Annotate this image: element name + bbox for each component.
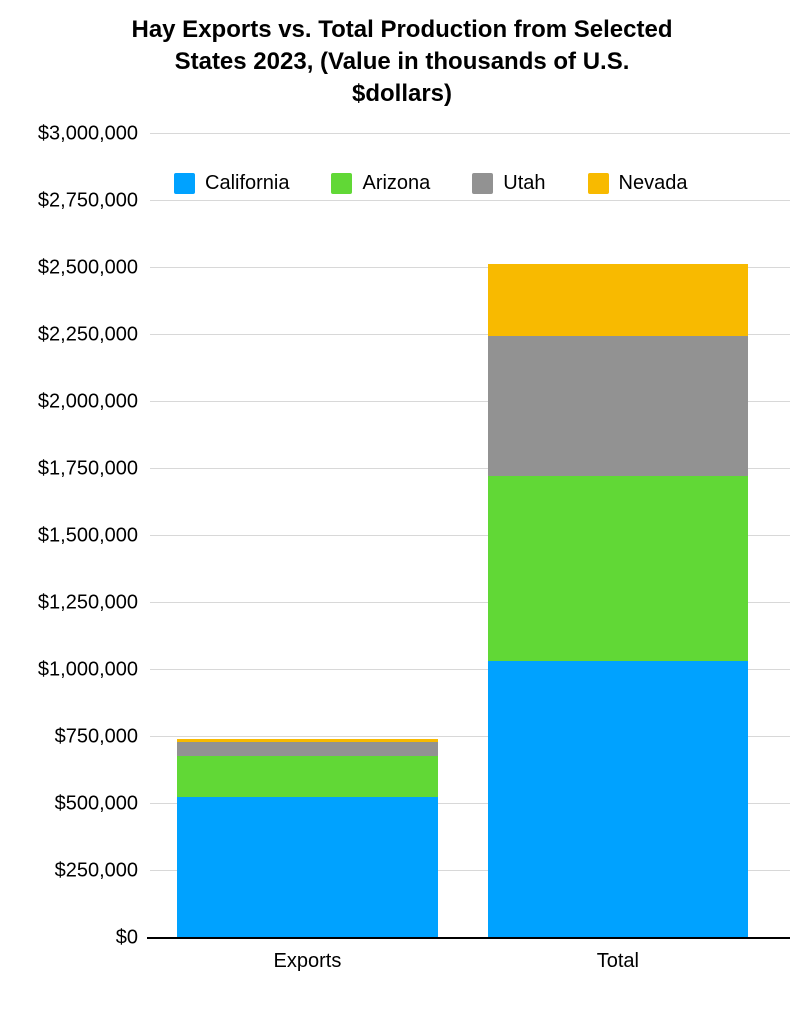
y-axis-tick-label: $1,000,000 bbox=[37, 658, 138, 681]
legend-item-california: California bbox=[174, 172, 289, 195]
legend-swatch-arizona bbox=[331, 173, 353, 194]
x-axis-labels: Exports Total bbox=[150, 950, 790, 980]
y-axis-tick-label: $1,250,000 bbox=[37, 591, 138, 614]
gridline bbox=[150, 870, 790, 872]
y-axis-tick-label: $1,750,000 bbox=[37, 457, 138, 480]
legend-label: Utah bbox=[503, 172, 546, 194]
y-axis-tick-label: $250,000 bbox=[54, 859, 138, 882]
chart-title-line: $dollars) bbox=[351, 79, 453, 107]
y-axis-tick-label: $2,250,000 bbox=[37, 323, 138, 346]
bar-segment-california bbox=[176, 797, 438, 938]
y-axis-tick-label: $500,000 bbox=[54, 792, 138, 815]
y-axis-tick-label: $750,000 bbox=[54, 725, 138, 748]
gridline bbox=[150, 200, 790, 201]
gridline bbox=[150, 602, 790, 603]
gridline bbox=[150, 535, 790, 536]
x-axis-line bbox=[147, 937, 790, 939]
y-axis-tick-label: $2,500,000 bbox=[37, 256, 138, 279]
legend-item-utah: Utah bbox=[472, 172, 546, 195]
gridline bbox=[150, 803, 790, 805]
gridline bbox=[150, 267, 790, 268]
legend-label: Arizona bbox=[362, 172, 431, 194]
bar-segment-utah bbox=[487, 336, 748, 476]
bar-segment-utah bbox=[176, 741, 438, 756]
plot-area: California Arizona Utah Nevada bbox=[147, 133, 790, 939]
legend-label: Nevada bbox=[618, 172, 688, 194]
legend-swatch-california bbox=[174, 173, 195, 194]
gridline bbox=[150, 401, 790, 403]
gridline bbox=[150, 133, 790, 134]
y-axis-tick-label: $1,500,000 bbox=[37, 524, 138, 547]
bar-exports bbox=[176, 134, 438, 938]
bar-segment-california bbox=[487, 660, 748, 938]
chart-title-line: States 2023, (Value in thousands of U.S. bbox=[174, 47, 630, 75]
bar-segment-arizona bbox=[176, 755, 438, 798]
legend: California Arizona Utah Nevada bbox=[174, 172, 687, 195]
y-axis-tick-label: $0 bbox=[115, 926, 138, 949]
y-axis-labels: $0 $250,000 $500,000 $750,000 $1,000,000 $1,2… bbox=[0, 123, 138, 949]
bar-segment-nevada bbox=[176, 738, 438, 742]
legend-swatch-nevada bbox=[587, 173, 609, 194]
bar-segment-arizona bbox=[487, 475, 748, 661]
category-label-exports: Exports bbox=[273, 950, 342, 972]
legend-label: California bbox=[205, 172, 290, 194]
y-axis-tick-label: $2,750,000 bbox=[37, 189, 138, 212]
bar-total bbox=[487, 134, 748, 938]
gridline bbox=[150, 334, 790, 335]
legend-item-arizona: Arizona bbox=[331, 172, 430, 195]
gridline bbox=[150, 468, 790, 469]
legend-item-nevada: Nevada bbox=[587, 172, 688, 195]
gridline bbox=[150, 736, 790, 737]
y-axis-tick-label: $2,000,000 bbox=[37, 390, 138, 413]
category-label-total: Total bbox=[596, 950, 639, 972]
bar-segment-nevada bbox=[487, 264, 748, 337]
legend-swatch-utah bbox=[472, 173, 494, 194]
gridline bbox=[150, 669, 790, 671]
chart-title: Hay Exports vs. Total Production from Se… bbox=[82, 14, 722, 110]
chart-title-line: Hay Exports vs. Total Production from Se… bbox=[131, 16, 673, 43]
y-axis-tick-label: $3,000,000 bbox=[37, 122, 138, 145]
